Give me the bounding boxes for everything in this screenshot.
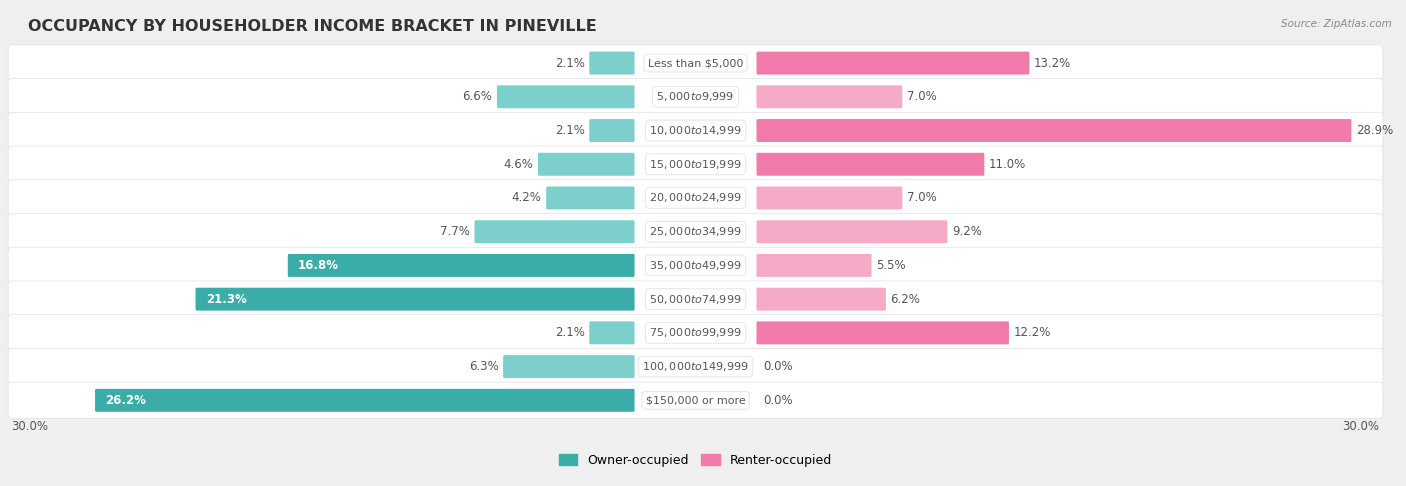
Text: 9.2%: 9.2% <box>952 225 981 238</box>
FancyBboxPatch shape <box>503 355 634 378</box>
FancyBboxPatch shape <box>589 119 634 142</box>
FancyBboxPatch shape <box>756 153 984 176</box>
Text: $25,000 to $34,999: $25,000 to $34,999 <box>650 225 742 238</box>
FancyBboxPatch shape <box>8 146 1384 182</box>
FancyBboxPatch shape <box>8 213 1384 250</box>
FancyBboxPatch shape <box>756 220 948 243</box>
Text: 4.2%: 4.2% <box>512 191 541 205</box>
Text: $50,000 to $74,999: $50,000 to $74,999 <box>650 293 742 306</box>
Text: $150,000 or more: $150,000 or more <box>645 395 745 405</box>
Text: 2.1%: 2.1% <box>555 327 585 339</box>
Text: $5,000 to $9,999: $5,000 to $9,999 <box>657 90 735 104</box>
Text: OCCUPANCY BY HOUSEHOLDER INCOME BRACKET IN PINEVILLE: OCCUPANCY BY HOUSEHOLDER INCOME BRACKET … <box>28 19 598 35</box>
Text: 7.0%: 7.0% <box>907 191 936 205</box>
FancyBboxPatch shape <box>8 79 1384 115</box>
FancyBboxPatch shape <box>195 288 634 311</box>
Text: 7.7%: 7.7% <box>440 225 470 238</box>
FancyBboxPatch shape <box>8 348 1384 385</box>
FancyBboxPatch shape <box>8 281 1384 317</box>
Text: $100,000 to $149,999: $100,000 to $149,999 <box>643 360 749 373</box>
Text: 16.8%: 16.8% <box>298 259 339 272</box>
FancyBboxPatch shape <box>96 389 634 412</box>
FancyBboxPatch shape <box>756 86 903 108</box>
Text: 21.3%: 21.3% <box>205 293 246 306</box>
Text: 28.9%: 28.9% <box>1355 124 1393 137</box>
Text: $35,000 to $49,999: $35,000 to $49,999 <box>650 259 742 272</box>
Text: 0.0%: 0.0% <box>763 394 793 407</box>
FancyBboxPatch shape <box>589 321 634 345</box>
Text: 0.0%: 0.0% <box>763 360 793 373</box>
FancyBboxPatch shape <box>8 314 1384 351</box>
FancyBboxPatch shape <box>8 247 1384 284</box>
Text: Less than $5,000: Less than $5,000 <box>648 58 744 68</box>
FancyBboxPatch shape <box>756 187 903 209</box>
Text: 6.2%: 6.2% <box>890 293 921 306</box>
Text: 30.0%: 30.0% <box>1343 420 1379 433</box>
FancyBboxPatch shape <box>288 254 634 277</box>
Text: 12.2%: 12.2% <box>1014 327 1050 339</box>
Text: $20,000 to $24,999: $20,000 to $24,999 <box>650 191 742 205</box>
FancyBboxPatch shape <box>756 119 1351 142</box>
FancyBboxPatch shape <box>8 382 1384 418</box>
Text: $75,000 to $99,999: $75,000 to $99,999 <box>650 327 742 339</box>
Text: 6.3%: 6.3% <box>468 360 499 373</box>
FancyBboxPatch shape <box>756 254 872 277</box>
FancyBboxPatch shape <box>538 153 634 176</box>
FancyBboxPatch shape <box>8 180 1384 216</box>
Text: $10,000 to $14,999: $10,000 to $14,999 <box>650 124 742 137</box>
Text: 6.6%: 6.6% <box>463 90 492 104</box>
FancyBboxPatch shape <box>589 52 634 74</box>
FancyBboxPatch shape <box>756 52 1029 74</box>
Text: 5.5%: 5.5% <box>876 259 905 272</box>
Text: Source: ZipAtlas.com: Source: ZipAtlas.com <box>1281 19 1392 30</box>
Text: 2.1%: 2.1% <box>555 56 585 69</box>
FancyBboxPatch shape <box>756 288 886 311</box>
FancyBboxPatch shape <box>8 112 1384 149</box>
FancyBboxPatch shape <box>546 187 634 209</box>
FancyBboxPatch shape <box>8 45 1384 81</box>
Legend: Owner-occupied, Renter-occupied: Owner-occupied, Renter-occupied <box>554 449 838 472</box>
FancyBboxPatch shape <box>756 321 1010 345</box>
Text: 7.0%: 7.0% <box>907 90 936 104</box>
FancyBboxPatch shape <box>496 86 634 108</box>
Text: 26.2%: 26.2% <box>105 394 146 407</box>
Text: $15,000 to $19,999: $15,000 to $19,999 <box>650 158 742 171</box>
Text: 4.6%: 4.6% <box>503 158 533 171</box>
FancyBboxPatch shape <box>474 220 634 243</box>
Text: 30.0%: 30.0% <box>11 420 48 433</box>
Text: 2.1%: 2.1% <box>555 124 585 137</box>
Text: 13.2%: 13.2% <box>1033 56 1071 69</box>
Text: 11.0%: 11.0% <box>988 158 1026 171</box>
